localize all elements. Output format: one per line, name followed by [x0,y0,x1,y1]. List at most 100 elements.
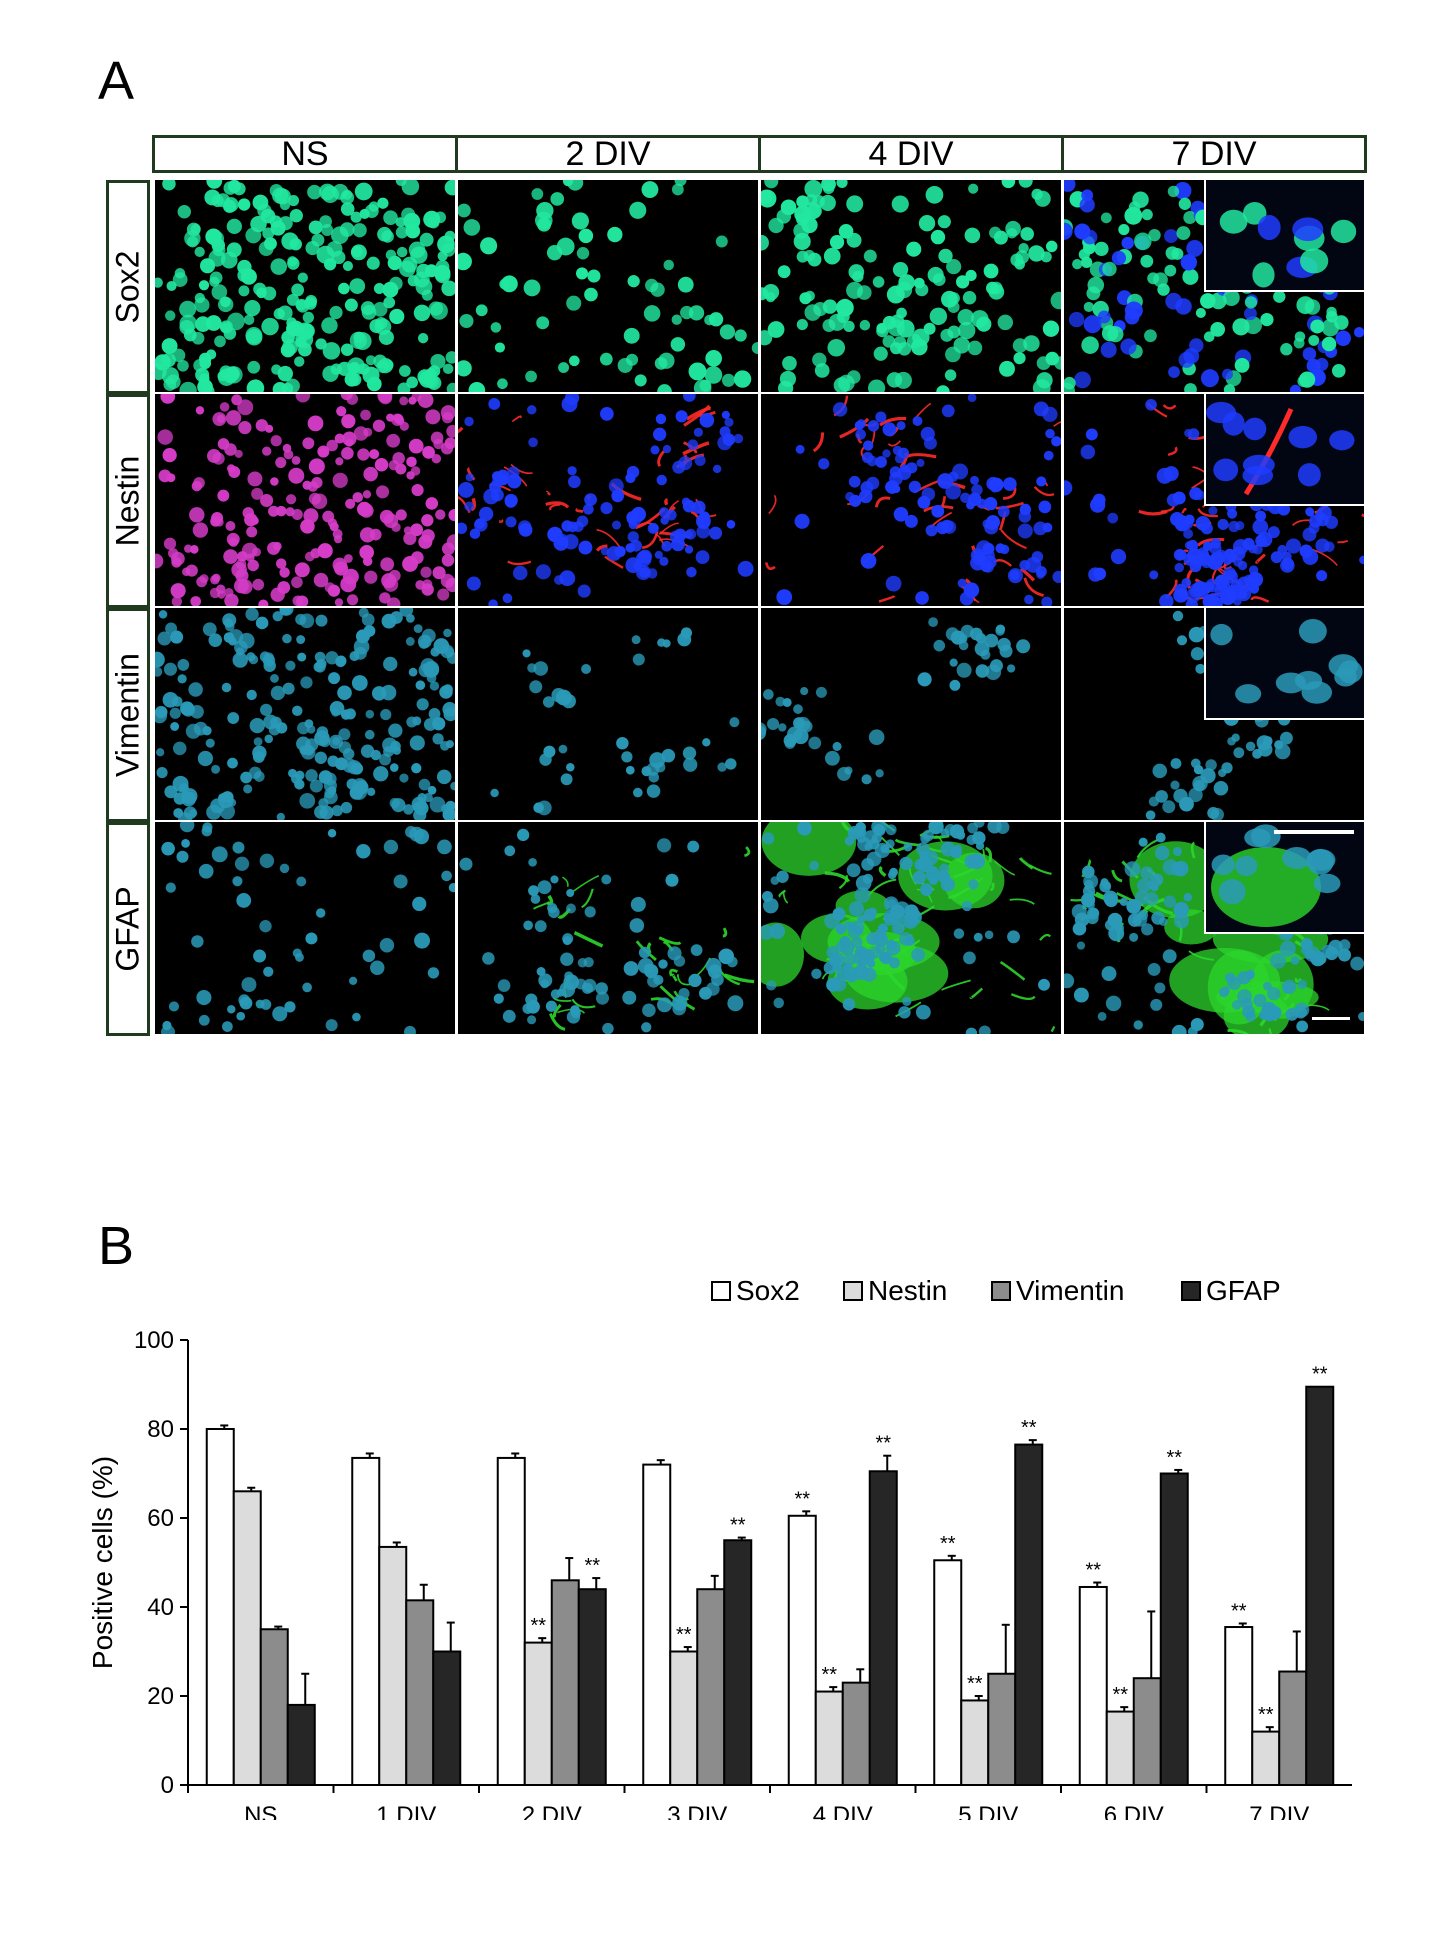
bar-vimentin [550,1579,580,1786]
legend-label-sox2: Sox2 [736,1275,800,1306]
significance-mark: ** [1166,1447,1182,1469]
bar-nestin [1105,1710,1135,1787]
bar-nestin [814,1690,844,1786]
y-tick-label: 100 [134,1327,174,1354]
row-label-vimentin: Vimentin [109,653,146,777]
bar-vimentin [841,1681,871,1786]
inset-gfap-7div [1204,822,1364,934]
bar-nestin [232,1490,262,1787]
y-tick-label: 60 [147,1505,174,1532]
bar-sox2 [787,1514,817,1786]
y-axis-label: Positive cells (%) [87,1456,118,1669]
micrograph-gfap-ns [155,822,455,1034]
significance-mark: ** [821,1664,837,1686]
y-tick-label: 20 [147,1683,174,1710]
legend-label-nestin: Nestin [868,1275,947,1306]
inset-scale-bar [1274,830,1354,834]
micrograph-gfap-4div [761,822,1061,1034]
bar-sox2 [496,1456,526,1787]
row-label-nestin: Nestin [109,455,146,547]
bar-gfap [868,1470,898,1786]
bar-gfap [432,1650,462,1786]
micrograph-sox2-4div [761,180,1061,392]
significance-mark: ** [1312,1364,1328,1386]
significance-mark: ** [875,1433,891,1455]
bar-vimentin [259,1628,289,1786]
significance-mark: ** [584,1555,600,1577]
micrograph-vimentin-7div [1064,608,1364,820]
legend-swatch-gfap [1181,1281,1201,1301]
micrograph-vimentin-ns [155,608,455,820]
bar-vimentin [405,1599,435,1787]
micrograph-vimentin-2div [458,608,758,820]
bar-gfap [723,1539,753,1786]
row-label-sox2: Sox2 [109,250,146,324]
column-header-2div: 2 DIV [455,135,761,173]
y-tick-label: 40 [147,1594,174,1621]
inset-sox2-7div [1204,180,1364,292]
legend-swatch-nestin [843,1281,863,1301]
bar-sox2 [933,1559,963,1786]
inset-vimentin-7div [1204,608,1364,720]
bar-vimentin [987,1672,1017,1786]
row-header-gfap: GFAP [106,822,150,1036]
x-tick-label: 5 DIV [958,1802,1018,1820]
bar-sox2 [642,1463,672,1786]
x-tick-label: 3 DIV [667,1802,727,1820]
micrograph-vimentin-4div [761,608,1061,820]
significance-mark: ** [967,1673,983,1695]
micrograph-nestin-ns [155,394,455,606]
panel-a-letter: A [98,51,135,111]
micrograph-sox2-2div [458,180,758,392]
row-header-nestin: Nestin [106,394,150,608]
bar-nestin [378,1545,408,1786]
significance-mark: ** [1231,1600,1247,1622]
bar-sox2 [205,1428,235,1786]
row-label-gfap: GFAP [109,886,146,972]
y-tick-label: 80 [147,1416,174,1443]
bar-sox2 [1224,1626,1254,1786]
significance-mark: ** [1021,1417,1037,1439]
significance-mark: ** [940,1533,956,1555]
x-tick-label: 6 DIV [1104,1802,1164,1820]
bar-nestin [669,1650,699,1786]
bar-vimentin [696,1588,726,1787]
column-header-7div: 7 DIV [1061,135,1367,173]
significance-mark: ** [530,1615,546,1637]
bar-gfap [1014,1443,1044,1786]
inset-nestin-7div [1204,394,1364,506]
x-tick-label: 2 DIV [522,1802,582,1820]
y-tick-label: 0 [161,1772,174,1799]
bar-vimentin [1132,1677,1162,1787]
legend-swatch-vimentin [991,1281,1011,1301]
row-header-vimentin: Vimentin [106,608,150,822]
bar-gfap [577,1588,607,1787]
x-tick-label: 1 DIV [376,1802,436,1820]
column-header-ns: NS [152,135,458,173]
micrograph-nestin-2div [458,394,758,606]
x-tick-label: NS [244,1802,277,1820]
legend-swatch-sox2 [711,1281,731,1301]
micrograph-gfap-7div [1064,822,1364,1034]
micrograph-sox2-7div [1064,180,1364,392]
micrograph-nestin-4div [761,394,1061,606]
significance-mark: ** [730,1515,746,1537]
x-tick-label: 7 DIV [1249,1802,1309,1820]
significance-mark: ** [1258,1704,1274,1726]
bar-nestin [523,1641,553,1786]
panel-b-letter: B [98,1216,135,1276]
bar-gfap [1305,1385,1335,1786]
row-header-sox2: Sox2 [106,180,150,394]
micrograph-sox2-ns [155,180,455,392]
bar-vimentin [1278,1670,1308,1786]
significance-mark: ** [1085,1560,1101,1582]
micrograph-nestin-7div [1064,394,1364,606]
bar-nestin [960,1699,990,1787]
legend-label-vimentin: Vimentin [1016,1275,1124,1306]
significance-mark: ** [1112,1684,1128,1706]
bar-chart: 0 20 40 60 80 100 Positive cells (%) NS 1 DIV 2 D… [87,1275,1352,1820]
bar-gfap [1159,1472,1189,1786]
column-header-4div: 4 DIV [758,135,1064,173]
bar-sox2 [1078,1585,1108,1786]
bar-gfap [286,1703,316,1786]
